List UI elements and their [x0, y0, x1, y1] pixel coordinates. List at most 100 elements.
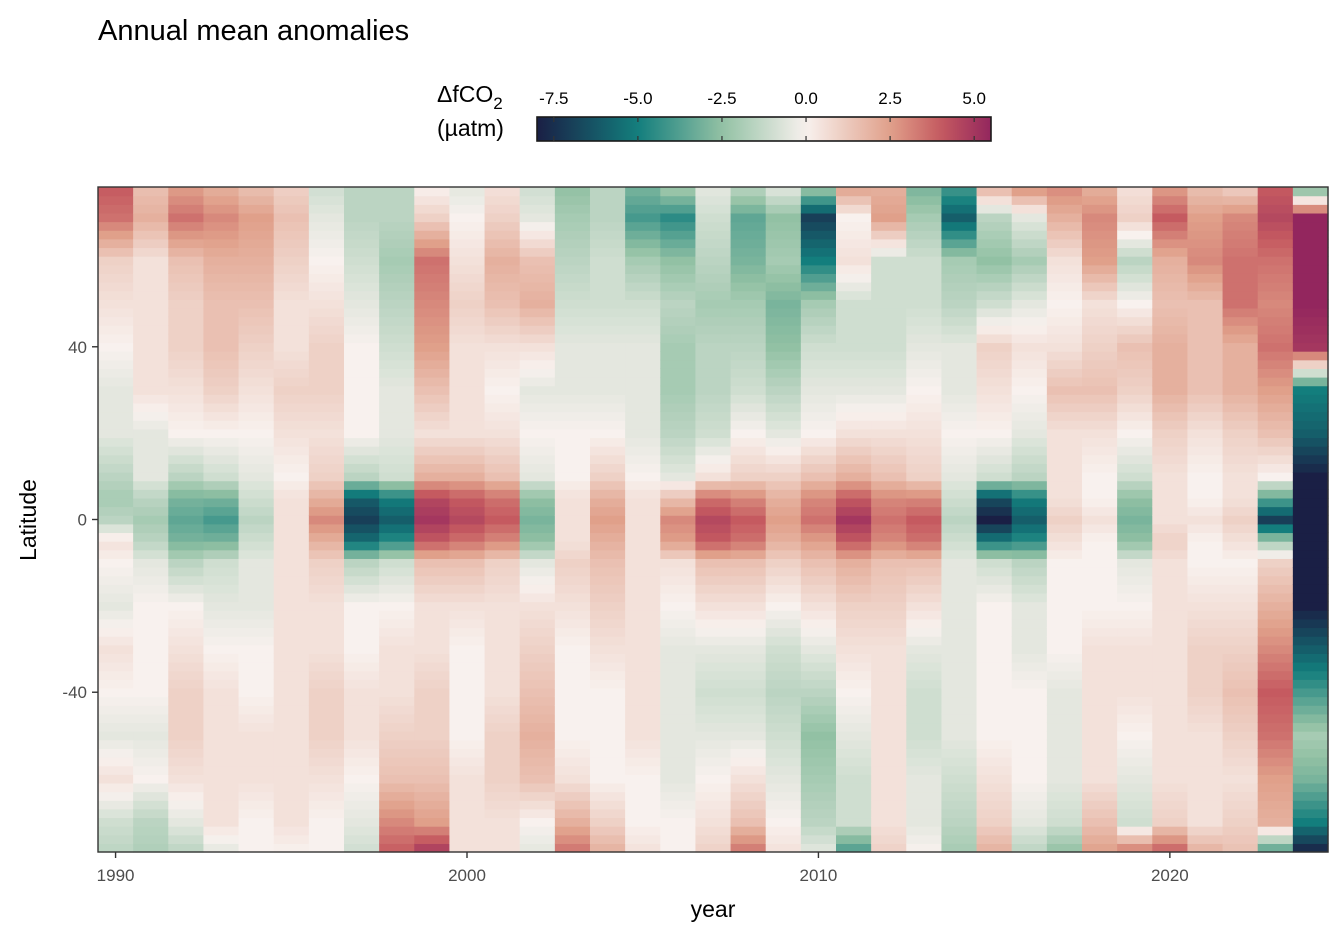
heatmap-cell: [765, 627, 802, 637]
heatmap-cell: [308, 627, 345, 637]
heatmap-cell: [238, 480, 275, 490]
heatmap-cell: [133, 221, 169, 231]
heatmap-cell: [590, 722, 626, 732]
heatmap-cell: [836, 230, 872, 240]
heatmap-cell: [273, 817, 310, 827]
heatmap-cell: [1222, 256, 1259, 266]
heatmap-cell: [1046, 515, 1083, 525]
heatmap-cell: [590, 601, 626, 611]
heatmap-cell: [660, 713, 697, 724]
heatmap-cell: [133, 791, 169, 801]
heatmap-cell: [1257, 541, 1294, 551]
heatmap-cell: [1046, 558, 1083, 568]
heatmap-cell: [765, 342, 802, 352]
heatmap-cell: [1152, 782, 1189, 793]
heatmap-cell: [800, 489, 837, 499]
heatmap-cell: [976, 705, 1013, 715]
heatmap-cell: [98, 359, 134, 369]
heatmap-cell: [308, 273, 345, 283]
heatmap-cell: [1046, 592, 1083, 603]
heatmap-cell: [906, 679, 943, 689]
heatmap-cell: [519, 359, 556, 369]
heatmap-cell: [554, 247, 591, 257]
heatmap-cell: [800, 282, 837, 292]
heatmap-cell: [168, 843, 205, 853]
heatmap-cell: [1257, 610, 1294, 620]
heatmap-cell: [238, 696, 275, 706]
heatmap-cell: [168, 368, 205, 378]
heatmap-cell: [98, 212, 134, 223]
heatmap-cell: [695, 722, 732, 732]
heatmap-cell: [941, 368, 978, 378]
heatmap-cell: [554, 282, 591, 292]
heatmap-cell: [1011, 437, 1048, 447]
heatmap-cell: [871, 705, 907, 715]
heatmap-cell: [836, 394, 872, 404]
heatmap-cell: [554, 826, 591, 836]
heatmap-cell: [941, 212, 978, 223]
heatmap-cell: [1257, 765, 1294, 775]
heatmap-cell: [554, 221, 591, 231]
heatmap-cell: [976, 817, 1013, 827]
heatmap-cell: [308, 446, 345, 456]
heatmap-cell: [660, 299, 697, 309]
heatmap-cell: [941, 307, 978, 318]
heatmap-cell: [836, 662, 872, 672]
heatmap-cell: [1082, 212, 1118, 223]
heatmap-cell: [203, 739, 240, 749]
heatmap-cell: [273, 774, 310, 784]
heatmap-cell: [344, 696, 380, 706]
heatmap-cell: [976, 290, 1013, 300]
heatmap-cell: [344, 722, 380, 732]
heatmap-cell: [976, 774, 1013, 784]
heatmap-cell: [695, 705, 732, 715]
heatmap-cell: [1082, 843, 1118, 853]
heatmap-cell: [1046, 472, 1083, 482]
heatmap-cell: [379, 342, 415, 352]
heatmap-cell: [906, 636, 943, 646]
heatmap-cell: [168, 290, 205, 300]
heatmap-cell: [765, 731, 802, 741]
heatmap-cell: [484, 472, 521, 482]
heatmap-cell: [1117, 454, 1153, 464]
heatmap-cell: [379, 420, 415, 430]
heatmap-cell: [1152, 567, 1189, 577]
heatmap-cell: [1082, 653, 1118, 663]
heatmap-cell: [203, 446, 240, 456]
heatmap-cell: [484, 774, 521, 784]
heatmap-cell: [1257, 428, 1294, 439]
heatmap-cell: [98, 385, 134, 395]
heatmap-cell: [1046, 541, 1083, 551]
heatmap-cell: [484, 705, 521, 715]
heatmap-cell: [1152, 446, 1189, 456]
heatmap-cell: [133, 687, 169, 698]
heatmap-cell: [976, 359, 1013, 369]
heatmap-cell: [765, 575, 802, 585]
heatmap-cell: [273, 567, 310, 577]
heatmap-cell: [1187, 610, 1224, 620]
heatmap-cell: [1082, 290, 1118, 300]
heatmap-cell: [414, 377, 451, 387]
heatmap-cell: [590, 316, 626, 326]
heatmap-cell: [449, 558, 486, 568]
heatmap-cell: [1222, 713, 1259, 724]
heatmap-cell: [484, 662, 521, 672]
heatmap-cell: [1187, 765, 1224, 775]
x-tick-label: 2000: [448, 866, 486, 885]
heatmap-cell: [484, 480, 521, 490]
heatmap-cell: [168, 662, 205, 672]
heatmap-cell: [625, 195, 661, 205]
heatmap-cell: [1117, 472, 1153, 482]
heatmap-cell: [730, 739, 767, 749]
heatmap-cell: [871, 610, 907, 620]
heatmap-cell: [238, 610, 275, 620]
heatmap-cell: [1082, 506, 1118, 516]
heatmap-cell: [800, 325, 837, 335]
heatmap-cell: [168, 230, 205, 240]
plot-panel: [97, 186, 1329, 853]
heatmap-cell: [871, 826, 907, 836]
heatmap-cell: [1046, 748, 1083, 758]
heatmap-cell: [695, 748, 732, 758]
heatmap-cell: [379, 549, 415, 559]
heatmap-cell: [98, 705, 134, 715]
